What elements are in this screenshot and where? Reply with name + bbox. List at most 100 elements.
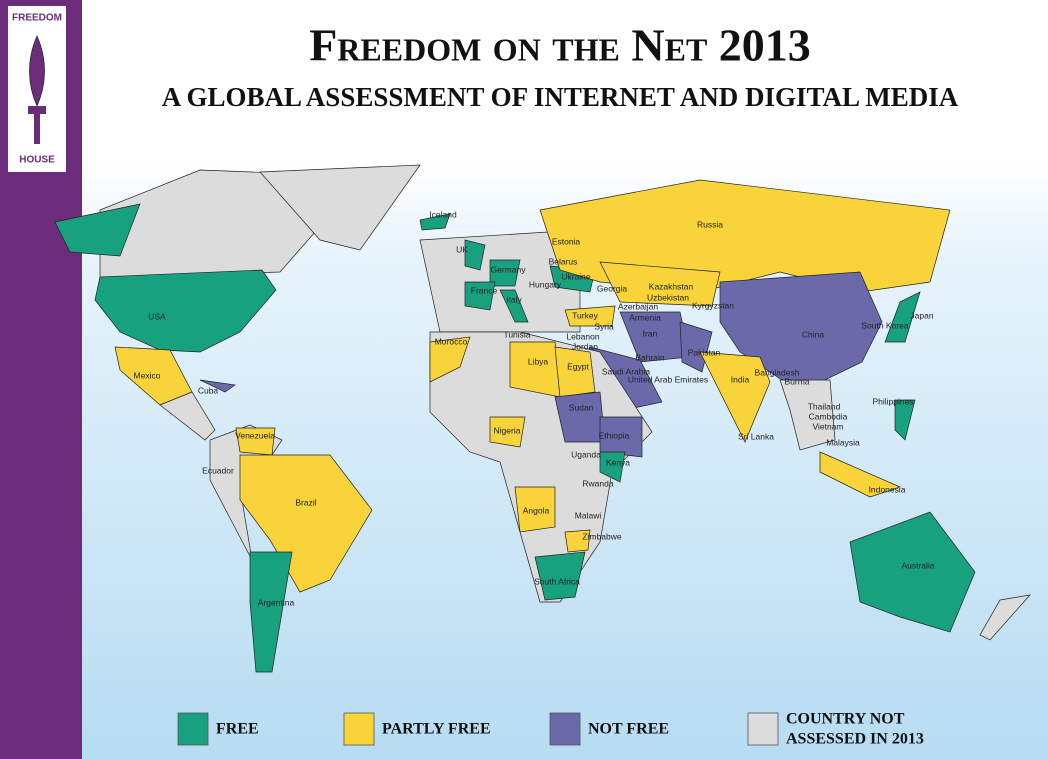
country-label: Malaysia bbox=[826, 437, 860, 447]
country bbox=[564, 305, 616, 327]
country-label: Ecuador bbox=[202, 465, 234, 475]
legend-swatch bbox=[549, 712, 581, 746]
country-label: Thailand bbox=[808, 401, 841, 411]
country-label: Pakistan bbox=[688, 347, 721, 357]
country-label: United Arab Emirates bbox=[628, 374, 708, 384]
country-label: Tunisia bbox=[503, 329, 530, 339]
country-label: Cuba bbox=[198, 385, 219, 395]
torch-handle bbox=[34, 114, 40, 144]
country-label: Ethiopia bbox=[599, 430, 630, 440]
country-label: Australia bbox=[901, 560, 934, 570]
country-label: Vietnam bbox=[812, 421, 843, 431]
country-label: South Africa bbox=[534, 576, 580, 586]
country bbox=[599, 451, 626, 483]
country bbox=[849, 511, 976, 633]
country-label: Argentina bbox=[258, 597, 295, 607]
country-label: Malawi bbox=[575, 510, 602, 520]
country bbox=[539, 179, 951, 293]
country-label: Italy bbox=[506, 294, 522, 304]
country-label: Ukraine bbox=[561, 271, 591, 281]
title: Freedom on the Net 2013 bbox=[309, 20, 811, 71]
country bbox=[249, 551, 293, 673]
country-label: China bbox=[802, 329, 824, 339]
country-label: Cambodia bbox=[809, 411, 848, 421]
legend-swatch bbox=[177, 712, 209, 746]
country-label: Venezuela bbox=[235, 430, 275, 440]
country-label: Japan bbox=[910, 310, 933, 320]
country-label: UK bbox=[456, 244, 468, 254]
country bbox=[979, 594, 1031, 641]
logo: FREEDOM HOUSE bbox=[6, 4, 68, 174]
country bbox=[199, 379, 236, 393]
legend-swatch bbox=[747, 712, 779, 746]
country-label: Brazil bbox=[295, 497, 316, 507]
legend-label: NOT FREE bbox=[588, 721, 669, 738]
country bbox=[239, 454, 373, 593]
logo-text: FREEDOM bbox=[12, 13, 62, 24]
country-label: Indonesia bbox=[869, 484, 906, 494]
country-label: Morocco bbox=[435, 336, 468, 346]
country-label: Nigeria bbox=[494, 425, 521, 435]
country-label: Sri Lanka bbox=[738, 431, 774, 441]
country-label: Rwanda bbox=[582, 478, 613, 488]
legend-label: FREE bbox=[216, 721, 259, 738]
torch-cup bbox=[28, 106, 46, 114]
legend-label: COUNTRY NOT bbox=[786, 711, 905, 728]
country-label: Zimbabwe bbox=[582, 531, 621, 541]
country-label: Uganda bbox=[571, 449, 601, 459]
country bbox=[259, 164, 421, 251]
country-label: Sudan bbox=[569, 402, 594, 412]
country bbox=[699, 351, 771, 443]
country-label: Georgia bbox=[597, 283, 628, 293]
logo-art: FREEDOM HOUSE bbox=[12, 13, 62, 166]
country-label: Russia bbox=[697, 219, 723, 229]
country bbox=[894, 399, 916, 441]
country-label: Belarus bbox=[549, 256, 578, 266]
country bbox=[564, 529, 591, 553]
country-label: Turkey bbox=[572, 310, 598, 320]
country bbox=[54, 203, 141, 257]
country-label: Kenya bbox=[606, 457, 630, 467]
country-label: India bbox=[731, 374, 750, 384]
country bbox=[159, 391, 216, 441]
country bbox=[489, 416, 526, 448]
country-label: Uzbekistan bbox=[647, 292, 689, 302]
country bbox=[514, 486, 556, 533]
logo-text: HOUSE bbox=[19, 155, 55, 166]
country bbox=[884, 291, 921, 343]
country bbox=[499, 289, 529, 323]
country-label: Germany bbox=[491, 264, 527, 274]
country bbox=[509, 341, 561, 398]
country-label: Egypt bbox=[567, 361, 589, 371]
country-label: Lebanon bbox=[566, 331, 599, 341]
country-label: Jordan bbox=[572, 341, 598, 351]
country bbox=[599, 261, 721, 307]
subtitle: A GLOBAL ASSESSMENT OF INTERNET AND DIGI… bbox=[162, 82, 959, 112]
country-label: South Korea bbox=[861, 320, 909, 330]
legend-label: ASSESSED IN 2013 bbox=[786, 731, 924, 748]
legend: FREE PARTLY FREE NOT FREE COUNTRY NOT ASSESS… bbox=[177, 711, 924, 748]
country-label: Angola bbox=[523, 505, 550, 515]
country-label: Hungary bbox=[529, 279, 562, 289]
country bbox=[534, 551, 586, 601]
country-labels: Iceland UK Estonia Belarus Germany France Ital… bbox=[134, 209, 935, 607]
country bbox=[94, 269, 277, 353]
country-label: France bbox=[471, 285, 498, 295]
country-label: Kazakhstan bbox=[649, 281, 694, 291]
country-label: Armenia bbox=[629, 312, 661, 322]
country-label: Bahrain bbox=[635, 352, 665, 362]
country bbox=[819, 451, 901, 498]
country bbox=[779, 379, 836, 451]
country-label: Libya bbox=[528, 356, 549, 366]
country-label: Bangladesh bbox=[755, 367, 800, 377]
country-label: Estonia bbox=[552, 236, 581, 246]
legend-swatch bbox=[343, 712, 375, 746]
country bbox=[489, 259, 521, 287]
country-label: Mexico bbox=[134, 370, 161, 380]
country bbox=[419, 213, 451, 231]
country-label: Kyrgyzstan bbox=[692, 300, 734, 310]
country bbox=[464, 239, 486, 271]
country bbox=[429, 336, 471, 383]
